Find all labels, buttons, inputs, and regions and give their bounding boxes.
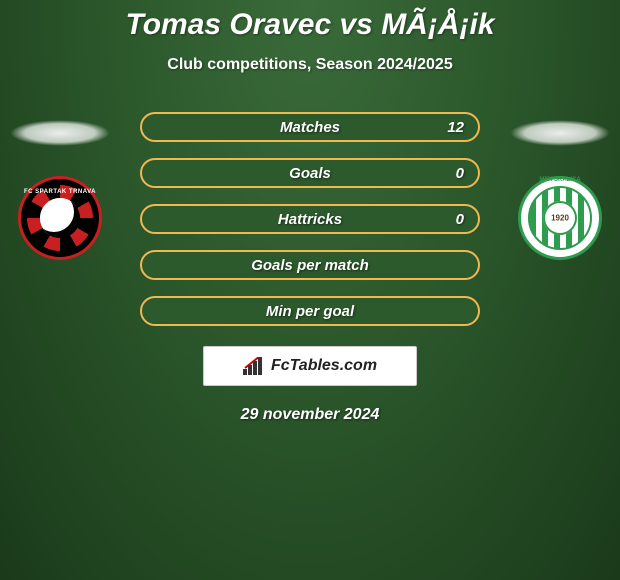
stat-row-goals: Goals 0	[140, 158, 480, 188]
left-crest-text: FC SPARTAK TRNAVA	[21, 189, 99, 195]
left-team-crest: FC SPARTAK TRNAVA	[18, 176, 102, 260]
shadow-ellipse	[510, 120, 610, 146]
stat-row-min-per-goal: Min per goal	[140, 296, 480, 326]
stat-label: Hattricks	[142, 211, 478, 228]
stat-row-goals-per-match: Goals per match	[140, 250, 480, 280]
stats-list: Matches 12 Goals 0 Hattricks 0 Goals per…	[140, 112, 480, 326]
shadow-ellipse	[10, 120, 110, 146]
right-crest-text: MFK SKALICA	[521, 177, 599, 183]
stat-value: 0	[456, 165, 464, 182]
page-subtitle: Club competitions, Season 2024/2025	[0, 56, 620, 74]
attribution-badge[interactable]: FcTables.com	[203, 346, 417, 386]
left-team-block: FC SPARTAK TRNAVA	[10, 120, 110, 260]
right-team-block: MFK SKALICA 1920	[510, 120, 610, 260]
right-crest-year: 1920	[530, 214, 590, 223]
stat-row-hattricks: Hattricks 0	[140, 204, 480, 234]
attribution-text: FcTables.com	[271, 357, 377, 375]
page-title: Tomas Oravec vs MÃ¡Å¡ik	[0, 0, 620, 42]
right-team-crest: MFK SKALICA 1920	[518, 176, 602, 260]
stat-value: 12	[447, 119, 464, 136]
stat-label: Goals per match	[142, 257, 478, 274]
stat-row-matches: Matches 12	[140, 112, 480, 142]
stat-label: Matches	[142, 119, 478, 136]
stat-label: Goals	[142, 165, 478, 182]
stat-value: 0	[456, 211, 464, 228]
chart-icon	[243, 357, 265, 375]
date-text: 29 november 2024	[0, 406, 620, 424]
stat-label: Min per goal	[142, 303, 478, 320]
